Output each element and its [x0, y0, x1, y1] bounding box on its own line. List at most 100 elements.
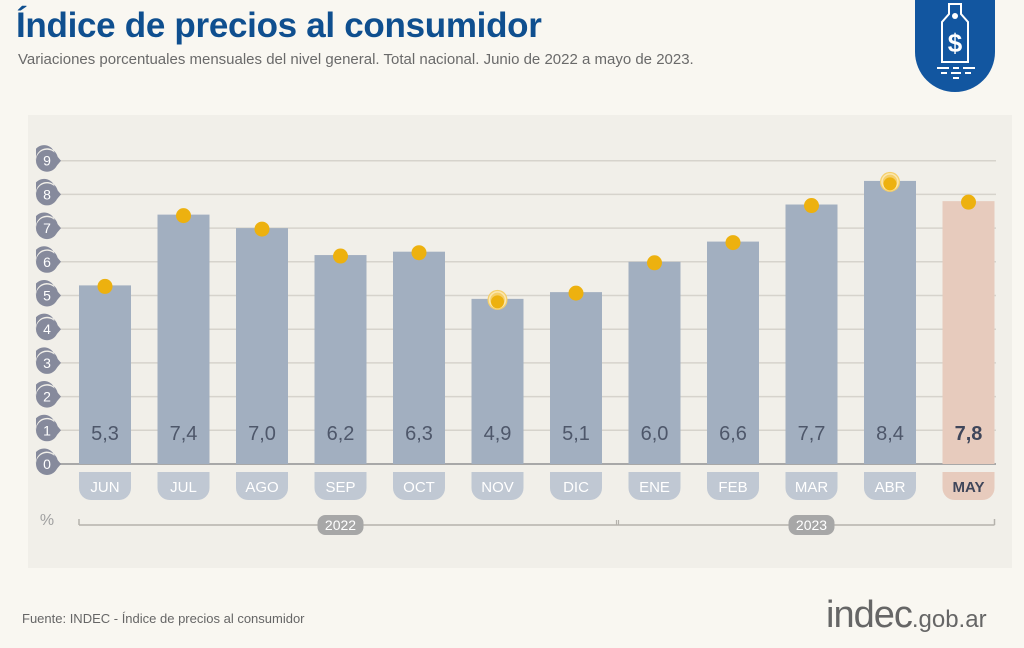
bar-abr[interactable] [864, 180, 916, 465]
y-tick-label: 0 [43, 456, 51, 472]
logo-domain: .gob.ar [911, 606, 987, 633]
y-tick-badge [35, 178, 60, 201]
category-tab[interactable] [942, 472, 995, 500]
marker-point [254, 221, 270, 237]
bar-feb[interactable] [707, 241, 759, 464]
chart-panel: 0 1 2 3 4 5 6 7 8 9% 5,3 JUN 7,4 JUL 7,0 AGO 6,2 SEP 6,3 O… [28, 115, 1012, 568]
y-tick-label: 3 [43, 355, 51, 371]
category-label: MAY [953, 479, 985, 496]
value-label: 7,4 [170, 423, 198, 445]
bar-mar[interactable] [785, 204, 838, 464]
y-tick-badge-pointer [55, 187, 61, 202]
year-badge [317, 515, 364, 535]
y-tick-badge-circle [36, 217, 58, 240]
y-tick-badge [35, 212, 60, 235]
y-tick-badge-pointer [55, 355, 61, 370]
value-label: 6,2 [327, 423, 355, 445]
category-label: FEB [718, 479, 747, 496]
y-tick-label: 8 [43, 186, 51, 202]
y-tick-badge [35, 145, 60, 167]
price-badge: $ [915, 0, 995, 92]
y-tick-badge-circle [36, 183, 58, 206]
year-badge [788, 515, 835, 535]
value-label: 4,9 [484, 423, 512, 445]
y-tick-badge-pointer [55, 322, 61, 337]
y-tick-badge-pointer [55, 153, 61, 168]
marker-point [568, 285, 584, 301]
category-tab[interactable] [471, 472, 524, 500]
source-note: Fuente: INDEC - Índice de precios al con… [22, 611, 305, 626]
y-tick-label: 6 [43, 254, 51, 270]
page-title: Índice de precios al consumidor [16, 6, 542, 45]
category-label: ABR [875, 479, 906, 496]
bar-sep[interactable] [314, 255, 367, 464]
marker-point [804, 198, 819, 214]
category-tab[interactable] [393, 472, 445, 500]
marker-point [97, 278, 113, 294]
y-tick-badge-pointer [55, 288, 61, 303]
category-tab[interactable] [628, 472, 681, 500]
category-tab[interactable] [314, 472, 367, 500]
category-tab[interactable] [707, 472, 759, 500]
value-label: 5,3 [91, 423, 119, 445]
category-label: OCT [403, 479, 435, 496]
y-tick-badge [35, 381, 60, 403]
y-tick-badge [35, 279, 60, 302]
category-label: DIC [563, 479, 589, 496]
category-tab[interactable] [157, 472, 210, 500]
logo-main: indec [826, 594, 913, 636]
category-label: SEP [325, 479, 355, 496]
bar-may[interactable] [942, 201, 995, 464]
marker-point [647, 255, 662, 271]
bar-dic[interactable] [550, 292, 602, 464]
bar-ene[interactable] [628, 261, 681, 464]
category-tab[interactable] [236, 472, 288, 500]
category-tab[interactable] [79, 472, 131, 500]
y-tick-badge-circle [36, 149, 58, 172]
category-tab[interactable] [785, 472, 838, 500]
y-tick-badge [35, 347, 60, 369]
marker-point [883, 177, 897, 191]
y-tick-badge [35, 246, 60, 268]
value-label: 6,0 [641, 423, 669, 445]
y-tick-badge-pointer [55, 254, 61, 269]
y-tick-badge [35, 414, 60, 437]
category-label: AGO [245, 479, 278, 496]
y-tick-badge-circle [36, 385, 58, 408]
value-label: 7,7 [798, 423, 826, 445]
category-label: JUL [170, 479, 197, 496]
category-label: NOV [481, 479, 514, 496]
y-tick-badge-circle [36, 284, 58, 307]
value-label: 6,6 [719, 423, 747, 445]
y-tick-badge [35, 313, 60, 336]
bar-oct[interactable] [393, 251, 445, 464]
bar-jun[interactable] [79, 285, 131, 464]
bar-chart: 0 1 2 3 4 5 6 7 8 9% 5,3 JUN 7,4 JUL 7,0 AGO 6,2 SEP 6,3 O… [35, 145, 996, 535]
bar-nov[interactable] [471, 298, 524, 464]
price-tag-dollar-icon: $ [937, 3, 975, 79]
marker-point [491, 295, 504, 309]
category-tab[interactable] [550, 472, 602, 500]
y-tick-badge-pointer [55, 423, 61, 438]
value-label: 6,3 [405, 423, 433, 445]
marker-point [725, 235, 741, 251]
category-tab[interactable] [864, 472, 916, 500]
y-tick-badge-pointer [55, 221, 61, 236]
indec-logo[interactable]: indec.gob.ar [826, 594, 987, 637]
y-tick-badge-pointer [55, 457, 61, 471]
value-label: 5,1 [562, 423, 590, 445]
value-label: 7,8 [955, 423, 983, 445]
marker-point [961, 194, 976, 210]
page-subtitle: Variaciones porcentuales mensuales del n… [18, 51, 694, 68]
bar-jul[interactable] [157, 214, 210, 464]
y-tick-badge-circle [36, 453, 58, 475]
y-tick-badge-circle [36, 351, 58, 374]
marker-point [333, 248, 348, 264]
bar-ago[interactable] [236, 228, 288, 464]
y-tick-badge [35, 448, 60, 470]
y-tick-label: 1 [43, 422, 51, 438]
y-tick-label: 4 [43, 321, 51, 337]
category-label: MAR [795, 479, 829, 496]
y-tick-badge-circle [36, 250, 58, 273]
year-label: 2023 [796, 517, 827, 533]
